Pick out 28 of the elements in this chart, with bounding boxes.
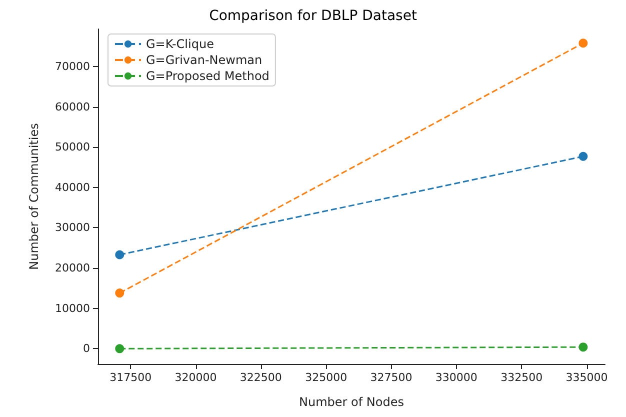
y-axis-title: Number of Communities xyxy=(27,123,41,270)
y-tick-label: 50000 xyxy=(55,140,90,154)
x-tick-label: 325000 xyxy=(305,371,348,384)
x-axis-title: Number of Nodes xyxy=(299,395,404,409)
x-tick-label: 332500 xyxy=(500,371,543,384)
x-tick-label: 317500 xyxy=(110,371,152,384)
y-tick-label: 20000 xyxy=(55,262,90,275)
y-tick-label: 10000 xyxy=(55,302,90,315)
chart-title: Comparison for DBLP Dataset xyxy=(209,8,418,24)
point xyxy=(115,250,124,260)
y-tick-label: 60000 xyxy=(55,100,90,114)
y-tick-label: 40000 xyxy=(55,180,90,194)
legend-label: G=Proposed Method xyxy=(146,69,270,83)
y-tick-label: 0 xyxy=(83,342,90,356)
x-tick-label: 320000 xyxy=(174,371,217,384)
x-tick-label: 322500 xyxy=(240,371,282,384)
x-tick-label: 330000 xyxy=(435,371,478,384)
point xyxy=(578,38,588,48)
point xyxy=(578,152,588,161)
point xyxy=(115,344,124,354)
legend-label: G=Grivan-Newman xyxy=(146,53,262,67)
y-tick-label: 30000 xyxy=(55,221,90,234)
point xyxy=(578,342,588,352)
point xyxy=(115,288,124,298)
x-tick-label: 327500 xyxy=(370,371,412,384)
x-tick-label: 335000 xyxy=(566,371,608,384)
y-tick-label: 70000 xyxy=(55,60,90,73)
legend-label: G=K-Clique xyxy=(146,37,214,51)
